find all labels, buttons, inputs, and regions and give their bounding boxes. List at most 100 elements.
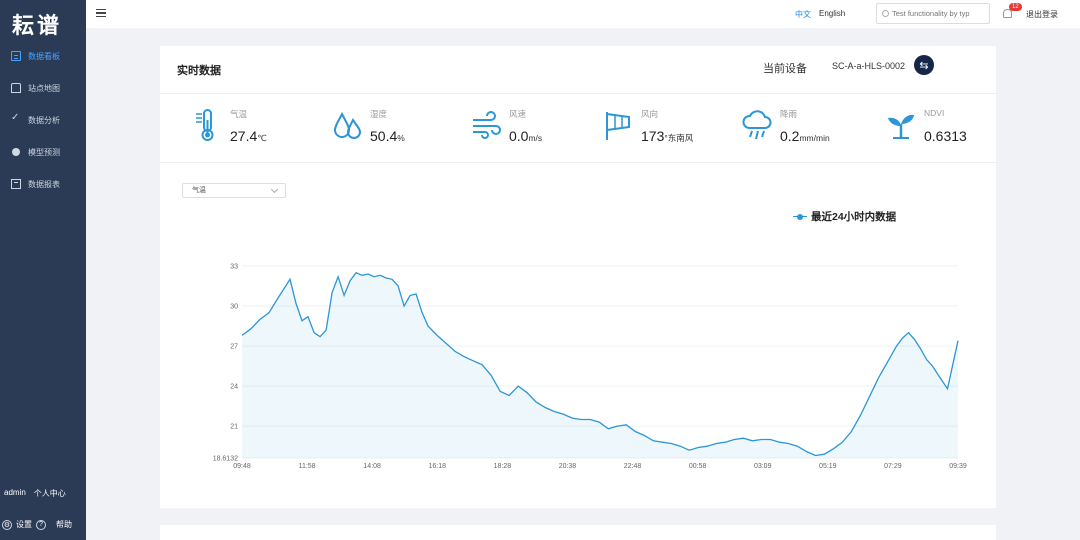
metric-select[interactable]: 气温 [182,183,286,198]
menu-toggle-icon[interactable] [96,9,106,17]
sidebar-item-data-analysis[interactable]: 数据分析 [0,104,86,136]
bell-icon[interactable] [1003,9,1012,18]
switch-device-button[interactable]: ⇆ [914,55,934,75]
sidebar-item-label: 数据分析 [28,115,60,125]
rain-cloud-icon [742,110,772,140]
lang-zh-button[interactable]: 中文 [795,10,811,19]
wind-flag-icon [606,112,630,140]
metric-unit: °东南风 [664,133,694,143]
y-tick-label: 18.6132 [213,456,238,463]
sidebar-item-model-prediction[interactable]: 模型预测 [0,136,86,168]
profile-link[interactable]: 个人中心 [33,489,66,498]
x-tick-label: 00:58 [689,463,707,470]
sidebar-nav: 数据看板 站点地图 数据分析 模型预测 数据报表 [0,40,86,200]
x-tick-label: 22:48 [624,463,642,470]
gear-icon[interactable]: ⚙ [2,519,12,530]
x-tick-label: 20:38 [559,463,577,470]
notification-badge: 12 [1009,3,1022,11]
device-label: 当前设备 [763,63,807,75]
metric-value: 173°东南风 [641,128,693,144]
metric-label: 风速 [509,109,527,119]
search-input[interactable] [892,9,989,18]
sidebar-item-data-report[interactable]: 数据报表 [0,168,86,200]
metric-label: 降雨 [780,109,798,119]
y-tick-label: 27 [230,344,238,351]
metric-label: 气温 [230,109,248,119]
temperature-chart[interactable]: 18.6132 21 24 27 30 33 09:48 11:58 14:08 16:18 18:… [160,246,996,476]
humidity-drops-icon [333,111,362,139]
x-tick-label: 09:48 [233,463,251,470]
metric-number: 27.4 [230,128,258,144]
legend-marker [793,213,807,220]
metric-unit: mm/min [799,133,830,143]
metric-temperature: 气温 27.4℃ [192,104,302,154]
dashboard-icon [11,51,21,61]
sidebar-footer: ⚙ 设置 ? 帮助 [2,519,72,530]
metric-value: 27.4℃ [230,128,267,144]
metric-humidity: 湿度 50.4% [332,104,442,154]
metric-label: 风向 [641,109,659,119]
metric-unit: ℃ [257,133,267,143]
search-icon [882,10,889,17]
divider [160,162,996,163]
metric-number: 0.2 [780,128,800,144]
metric-value: 0.6313 [924,128,967,144]
analysis-icon [11,112,21,125]
sprout-icon [888,114,914,139]
y-tick-label: 30 [230,304,238,311]
metric-value: 50.4% [370,128,405,144]
x-tick-label: 16:18 [429,463,447,470]
metric-number: 0.6313 [924,128,967,144]
sidebar-item-label: 站点地图 [28,83,60,93]
sidebar-item-dashboard[interactable]: 数据看板 [0,40,86,72]
series-area [242,272,958,458]
sidebar-item-label: 模型预测 [28,147,60,157]
realtime-card: 实时数据 当前设备 SC-A-a-HLS-0002 ⇆ 气温 27.4℃ 湿度 … [160,46,996,508]
map-icon [11,83,21,93]
metric-label: 湿度 [370,109,388,119]
metric-wind-direction: 风向 173°东南风 [603,104,733,154]
lang-en-button[interactable]: English [819,9,846,18]
sidebar: 耘谱 数据看板 站点地图 数据分析 模型预测 数据报表 admin 个人中心 ⚙… [0,0,86,540]
metric-unit: % [397,133,405,143]
divider [160,93,996,94]
x-tick-label: 07:29 [884,463,902,470]
x-tick-label: 05:19 [819,463,837,470]
x-tick-label: 09:39 [949,463,967,470]
series-line [241,271,959,457]
report-icon [11,179,21,189]
metric-unit: m/s [528,133,543,143]
top-header: 中文 English 12 退出登录 [86,0,1080,28]
metric-number: 0.0 [509,128,529,144]
chart-legend[interactable]: 最近24小时内数据 [793,209,896,224]
legend-label: 最近24小时内数据 [811,211,897,223]
app-logo: 耘谱 [12,14,63,39]
x-tick-label: 14:08 [363,463,381,470]
sidebar-item-site-map[interactable]: 站点地图 [0,72,86,104]
metric-ndvi: NDVI 0.6313 [886,104,986,154]
logout-button[interactable]: 退出登录 [1026,10,1058,19]
card-title: 实时数据 [177,65,221,77]
sidebar-item-label: 数据看板 [28,51,60,61]
metric-label: NDVI [924,108,945,118]
language-switcher: 中文 English [795,9,845,20]
metric-number: 173 [641,128,665,144]
metric-value: 0.2mm/min [780,128,830,144]
secondary-card [160,525,996,540]
metric-value: 0.0m/s [509,128,542,144]
device-id: SC-A-a-HLS-0002 [832,61,906,71]
metric-wind-speed: 风速 0.0m/s [471,104,591,154]
sidebar-item-label: 数据报表 [28,179,60,189]
y-tick-label: 33 [230,264,238,271]
settings-link[interactable]: 设置 [16,520,32,529]
user-section: admin 个人中心 [4,488,66,499]
x-tick-label: 18:28 [494,463,512,470]
x-tick-label: 11:58 [299,463,316,470]
wind-icon [473,111,501,139]
help-icon[interactable]: ? [36,519,46,530]
model-icon [12,148,20,156]
y-tick-label: 24 [230,384,238,391]
metric-number: 50.4 [370,128,398,144]
x-tick-label: 03:09 [754,463,772,470]
help-link[interactable]: 帮助 [56,520,72,529]
